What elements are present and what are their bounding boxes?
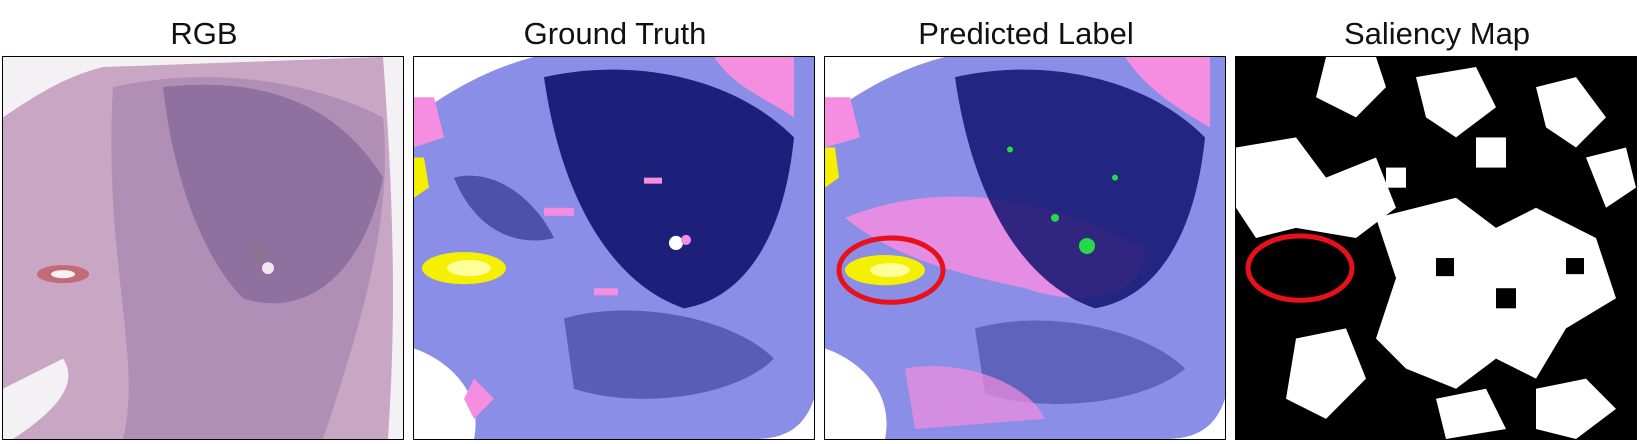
panel-ground-truth: Ground Truth — [413, 0, 817, 444]
predicted-label-image — [824, 56, 1226, 440]
saliency-map-image — [1235, 56, 1637, 440]
ground-truth-image — [413, 56, 815, 440]
panel-title: RGB — [170, 16, 238, 51]
panel-predicted-label: Predicted Label — [824, 0, 1228, 444]
rgb-image — [2, 56, 404, 440]
panel-title: Predicted Label — [918, 16, 1134, 51]
panel-title: Saliency Map — [1343, 16, 1531, 51]
panel-saliency-map: Saliency Map — [1235, 0, 1639, 444]
panel-rgb: RGB — [2, 0, 406, 444]
panel-title: Ground Truth — [523, 16, 707, 51]
